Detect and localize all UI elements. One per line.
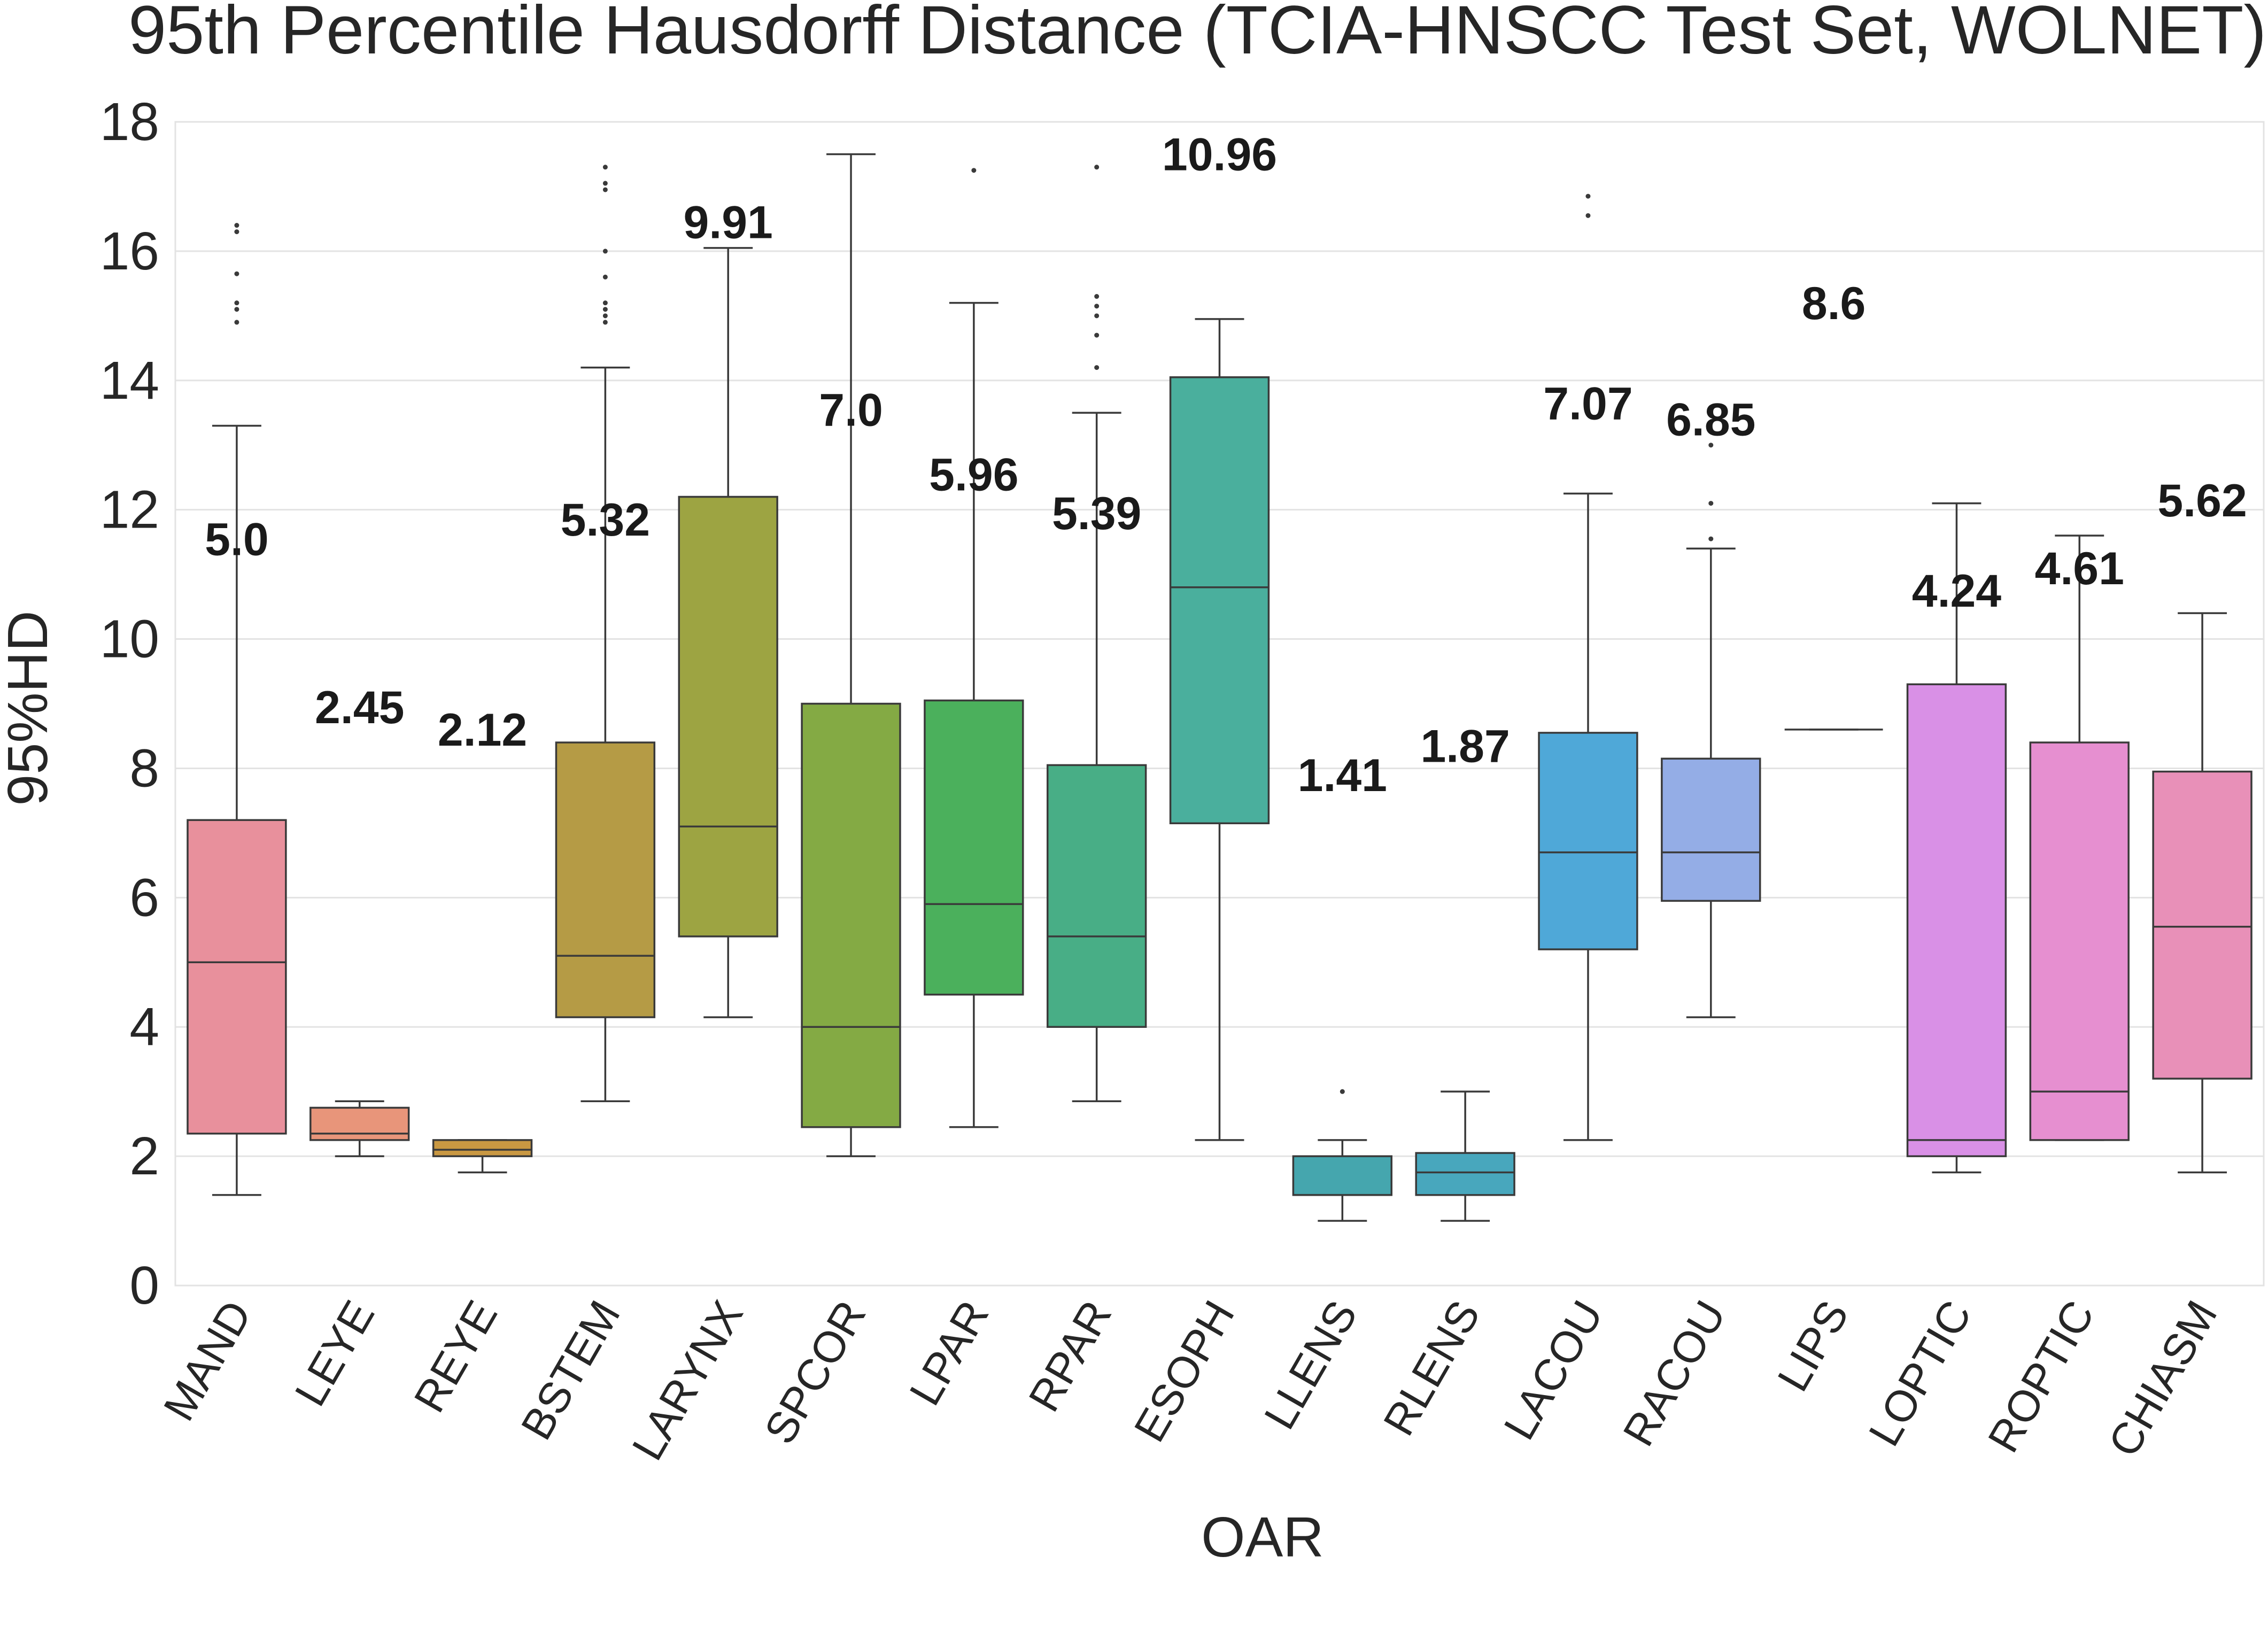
box-racou — [1661, 757, 1761, 902]
y-tick-label: 8 — [129, 738, 159, 798]
outlier-point — [1585, 213, 1591, 218]
box-rpar — [1046, 764, 1147, 1028]
outlier-point — [602, 249, 608, 254]
mean-label-reye: 2.12 — [438, 704, 527, 756]
x-tick-label: BSTEM — [512, 1293, 630, 1448]
outlier-point — [602, 313, 608, 319]
outlier-point — [1094, 165, 1100, 170]
x-tick-label: MAND — [154, 1293, 261, 1429]
x-tick-label: RPAR — [1020, 1293, 1121, 1420]
outlier-point — [1340, 1089, 1345, 1094]
mean-label-loptic: 4.24 — [1912, 566, 2002, 617]
box-llens — [1292, 1155, 1393, 1196]
outlier-point — [602, 320, 608, 325]
outlier-point — [234, 229, 239, 235]
mean-label-llens: 1.41 — [1298, 750, 1387, 801]
box-roptic — [2029, 741, 2130, 1141]
outlier-point — [971, 168, 977, 173]
x-tick-label: SPCOR — [755, 1293, 876, 1452]
mean-label-chiasm: 5.62 — [2157, 475, 2247, 526]
outlier-point — [602, 300, 608, 306]
outlier-point — [234, 223, 239, 228]
chart-title: 95th Percentile Hausdorff Distance (TCIA… — [128, 0, 2266, 68]
outlier-point — [602, 165, 608, 170]
box-layer — [187, 153, 2252, 1222]
outlier-point — [1094, 294, 1100, 299]
mean-label-esoph: 10.96 — [1162, 129, 1277, 181]
y-tick-label: 4 — [129, 997, 159, 1057]
x-tick-label: ESOPH — [1125, 1293, 1244, 1450]
mean-label-rpar: 5.39 — [1052, 488, 1141, 539]
mean-label-lips: 8.6 — [1802, 278, 1866, 329]
outlier-point — [1094, 365, 1100, 370]
mean-label-racou: 6.85 — [1666, 394, 1755, 446]
outlier-point — [1708, 443, 1714, 448]
x-tick-label: LEYE — [286, 1293, 384, 1414]
outlier-point — [234, 307, 239, 312]
y-tick-label: 6 — [129, 868, 159, 927]
outlier-point — [602, 187, 608, 192]
x-tick-label: LIPS — [1769, 1293, 1859, 1399]
mean-label-lpar: 5.96 — [929, 449, 1018, 500]
mean-label-bstem: 5.32 — [561, 494, 650, 546]
x-tick-label: LACOU — [1495, 1293, 1612, 1448]
y-axis-label: 95%HD — [0, 610, 59, 806]
x-tick-label: LPAR — [901, 1293, 998, 1414]
outlier-point — [1585, 193, 1591, 199]
y-tick-label: 10 — [100, 609, 159, 669]
mean-label-leye: 2.45 — [315, 682, 404, 733]
box-lacou — [1538, 732, 1638, 950]
box-larynx — [678, 495, 778, 938]
outlier-point — [1094, 313, 1100, 319]
mean-label-spcor: 7.0 — [819, 384, 883, 436]
box-mand — [187, 819, 287, 1135]
x-tick-label: RACOU — [1614, 1293, 1736, 1454]
mean-label-mand: 5.0 — [205, 514, 269, 565]
x-tick-label: LOPTIC — [1860, 1293, 1981, 1454]
box-leye — [309, 1106, 410, 1141]
x-tick-label: CHIASM — [2099, 1293, 2226, 1465]
outlier-point — [234, 320, 239, 325]
x-tick-label: REYE — [405, 1293, 507, 1421]
mean-label-roptic: 4.61 — [2035, 543, 2124, 594]
box-spcor — [801, 702, 901, 1128]
y-tick-label: 2 — [129, 1126, 159, 1186]
box-reye — [432, 1139, 533, 1157]
outlier-point — [602, 307, 608, 312]
box-rlens — [1415, 1152, 1515, 1196]
y-tick-label: 18 — [100, 92, 159, 152]
x-tick-label: LLENS — [1255, 1293, 1367, 1438]
box-lpar — [924, 699, 1024, 996]
x-axis-label: OAR — [1201, 1506, 1324, 1569]
outlier-point — [602, 181, 608, 186]
outlier-point — [1094, 304, 1100, 309]
y-tick-labels: 0 2 4 6 8 10 12 14 16 18 — [100, 92, 159, 1315]
mean-label-larynx: 9.91 — [684, 197, 773, 249]
y-tick-label: 16 — [100, 221, 159, 281]
outlier-point — [234, 300, 239, 306]
mean-label-lacou: 7.07 — [1543, 378, 1632, 429]
box-bstem — [555, 741, 656, 1018]
x-tick-label: ROPTIC — [1979, 1293, 2104, 1461]
outlier-point — [602, 274, 608, 280]
mean-labels: 5.0 2.45 2.12 5.32 9.91 7.0 5.96 5.39 10.96 1.41 1… — [205, 129, 2247, 801]
box-esoph — [1169, 376, 1270, 824]
box-chiasm — [2152, 770, 2252, 1080]
outlier-point — [1708, 501, 1714, 506]
x-tick-label: LARYNX — [623, 1293, 753, 1468]
outlier-point — [1708, 536, 1714, 541]
y-tick-label: 14 — [100, 351, 159, 411]
y-tick-label: 12 — [100, 480, 159, 540]
y-tick-label: 0 — [129, 1256, 159, 1315]
outlier-point — [1094, 332, 1100, 338]
x-tick-label: RLENS — [1374, 1293, 1490, 1444]
outlier-point — [234, 271, 239, 276]
box-loptic — [1906, 683, 2007, 1157]
mean-label-rlens: 1.87 — [1420, 721, 1510, 772]
